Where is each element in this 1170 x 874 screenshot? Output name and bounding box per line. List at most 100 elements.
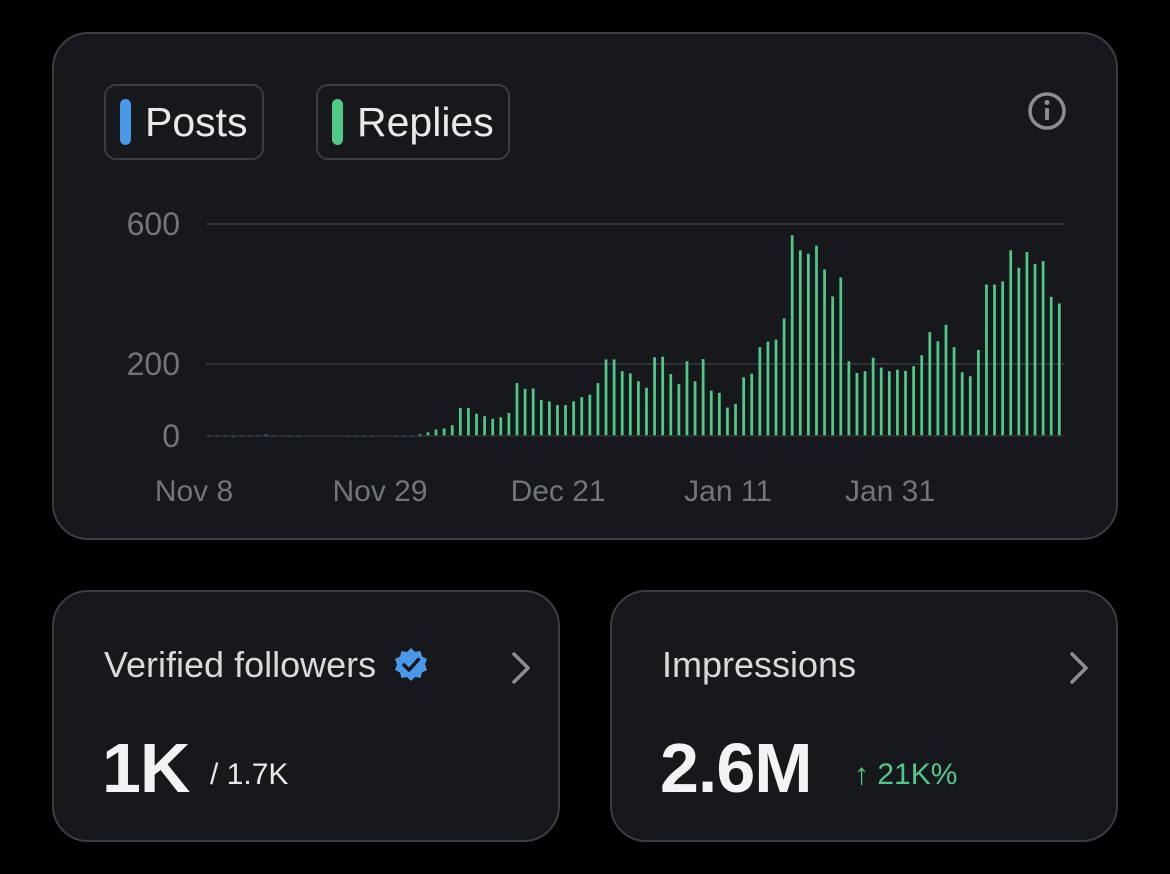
replies-bar (677, 384, 681, 436)
x-tick-label: Jan 31 (845, 475, 935, 508)
replies-bar (928, 332, 932, 436)
replies-bar (467, 407, 470, 436)
replies-bar (693, 381, 697, 436)
replies-bar (507, 412, 511, 436)
replies-bar (831, 296, 835, 436)
replies-bar (450, 425, 454, 436)
replies-bar (952, 347, 956, 436)
replies-bar (742, 377, 745, 436)
replies-bar (1041, 261, 1045, 436)
replies-bar (580, 397, 584, 436)
replies-bar (685, 361, 689, 436)
replies-bar (750, 373, 754, 436)
replies-bar (766, 341, 770, 436)
chart-card: Posts Replies 600 200 0 Nov 8 Nov 29 Dec 21 Ja… (52, 32, 1118, 540)
impressions-value: 2.6M (660, 729, 813, 807)
y-tick-label: 600 (127, 206, 180, 242)
verified-badge-icon (395, 648, 428, 681)
chevron-right-icon[interactable] (1068, 650, 1090, 686)
replies-bar (887, 371, 891, 436)
replies-bar (628, 373, 632, 436)
y-tick-label: 0 (162, 418, 180, 454)
replies-bar (976, 350, 980, 436)
replies-bar (1057, 303, 1061, 436)
replies-bar (936, 341, 940, 436)
replies-bar (912, 366, 915, 436)
replies-bar (669, 374, 673, 436)
replies-bar (774, 339, 778, 436)
posts-toggle[interactable]: Posts (104, 84, 264, 160)
replies-bar (807, 253, 810, 436)
replies-bar (531, 388, 535, 436)
posts-label: Posts (145, 98, 248, 145)
replies-bar (475, 413, 478, 436)
replies-bar (944, 324, 948, 436)
replies-bar (879, 367, 883, 436)
replies-bar (1049, 296, 1053, 436)
replies-bar (734, 403, 737, 436)
replies-bar (855, 373, 859, 436)
verified-followers-card[interactable]: Verified followers 1K / 1.7K (52, 590, 560, 842)
replies-bar (515, 383, 519, 436)
replies-bar (1001, 281, 1005, 436)
replies-bar (1033, 263, 1037, 436)
replies-bar (523, 388, 527, 436)
x-tick-label: Jan 11 (684, 475, 772, 508)
replies-bar (588, 394, 592, 436)
replies-bar (547, 401, 551, 436)
replies-bar (604, 359, 608, 436)
replies-bar (701, 359, 705, 436)
replies-bar (612, 359, 616, 436)
replies-bar (434, 429, 438, 436)
verified-followers-label: Verified followers (104, 644, 377, 685)
replies-bar (758, 347, 762, 436)
impressions-title: Impressions (662, 644, 856, 686)
replies-bar (637, 381, 640, 436)
impressions-card[interactable]: Impressions 2.6M ↑ 21K% (610, 590, 1118, 842)
replies-bar (904, 370, 907, 436)
followers-total: / 1.7K (210, 758, 289, 791)
replies-bar (823, 269, 826, 436)
replies-bar (499, 417, 503, 436)
replies-toggle[interactable]: Replies (316, 84, 510, 160)
replies-bar (839, 277, 843, 436)
replies-swatch (332, 99, 343, 145)
bar-chart: 600 200 0 Nov 8 Nov 29 Dec 21 Jan 11 Jan 31 (127, 206, 1064, 508)
replies-bar (717, 392, 721, 436)
replies-bar (960, 372, 964, 436)
replies-bar (1025, 252, 1029, 436)
replies-bar (426, 432, 430, 436)
replies-bar (458, 407, 462, 436)
x-tick-label: Nov 8 (155, 475, 233, 508)
replies-bar (661, 356, 665, 436)
y-tick-label: 200 (127, 346, 180, 382)
replies-bar (418, 434, 422, 436)
replies-bar (871, 357, 875, 436)
replies-bar (985, 284, 988, 436)
replies-bar (653, 357, 656, 436)
replies-bar (1009, 250, 1013, 436)
followers-value: 1K (102, 729, 190, 807)
replies-bar (896, 369, 899, 436)
replies-bar (847, 361, 851, 436)
replies-bar (572, 401, 576, 436)
replies-bar (556, 405, 559, 436)
x-tick-label: Nov 29 (332, 475, 427, 508)
x-tick-label: Dec 21 (511, 475, 606, 508)
chevron-right-icon[interactable] (510, 650, 532, 686)
replies-bar (620, 371, 624, 436)
verified-followers-title: Verified followers (104, 644, 430, 686)
replies-bar (815, 245, 818, 436)
impressions-label: Impressions (662, 644, 857, 685)
replies-bar (726, 407, 729, 436)
replies-bar (442, 428, 446, 436)
replies-bar (709, 390, 713, 436)
replies-bar (798, 250, 802, 436)
replies-bar (968, 376, 972, 436)
info-icon[interactable] (1026, 90, 1068, 132)
replies-bar (920, 355, 924, 436)
replies-bar (483, 416, 486, 436)
replies-bar (782, 318, 786, 436)
posts-swatch (120, 99, 131, 145)
replies-bar (491, 418, 495, 436)
